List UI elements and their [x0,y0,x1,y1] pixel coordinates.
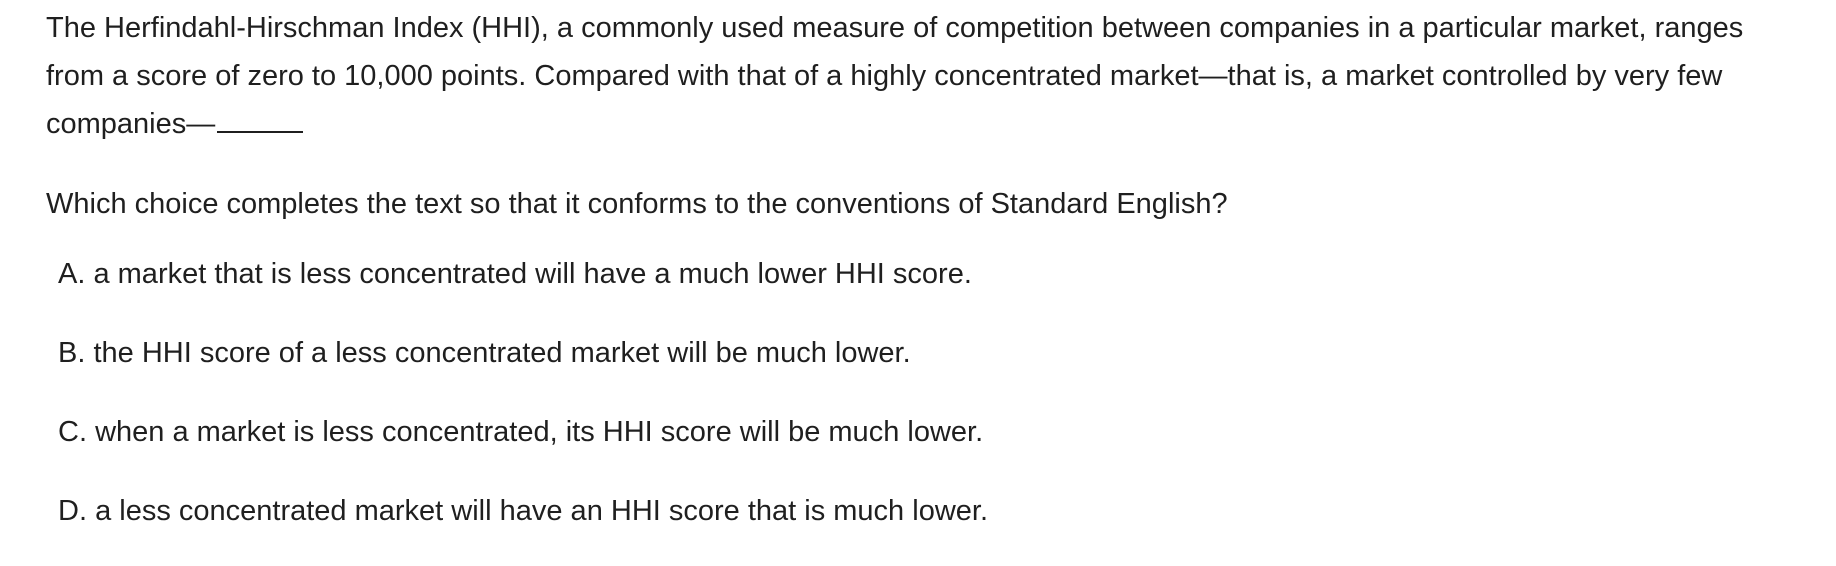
choice-c[interactable]: C. when a market is less concentrated, i… [58,408,988,487]
passage-text-block: The Herfindahl-Hirschman Index (HHI), a … [46,4,1806,148]
choice-letter: D. [58,495,87,527]
choice-letter: A. [58,258,86,290]
choice-letter: B. [58,337,86,369]
choice-b[interactable]: B. the HHI score of a less concentrated … [58,329,988,408]
choice-text: the HHI score of a less concentrated mar… [93,337,911,369]
question-page: The Herfindahl-Hirschman Index (HHI), a … [46,4,1806,527]
answer-choices: A. a market that is less concentrated wi… [58,250,988,566]
choice-letter: C. [58,416,87,448]
choice-text: a market that is less concentrated will … [93,258,972,290]
answer-blank [217,107,304,133]
choice-text: when a market is less concentrated, its … [95,416,984,448]
choice-d[interactable]: D. a less concentrated market will have … [58,487,988,566]
passage-text: The Herfindahl-Hirschman Index (HHI), a … [46,12,1744,140]
choice-text: a less concentrated market will have an … [95,495,989,527]
question-prompt: Which choice completes the text so that … [46,188,1228,220]
choice-a[interactable]: A. a market that is less concentrated wi… [58,250,988,329]
